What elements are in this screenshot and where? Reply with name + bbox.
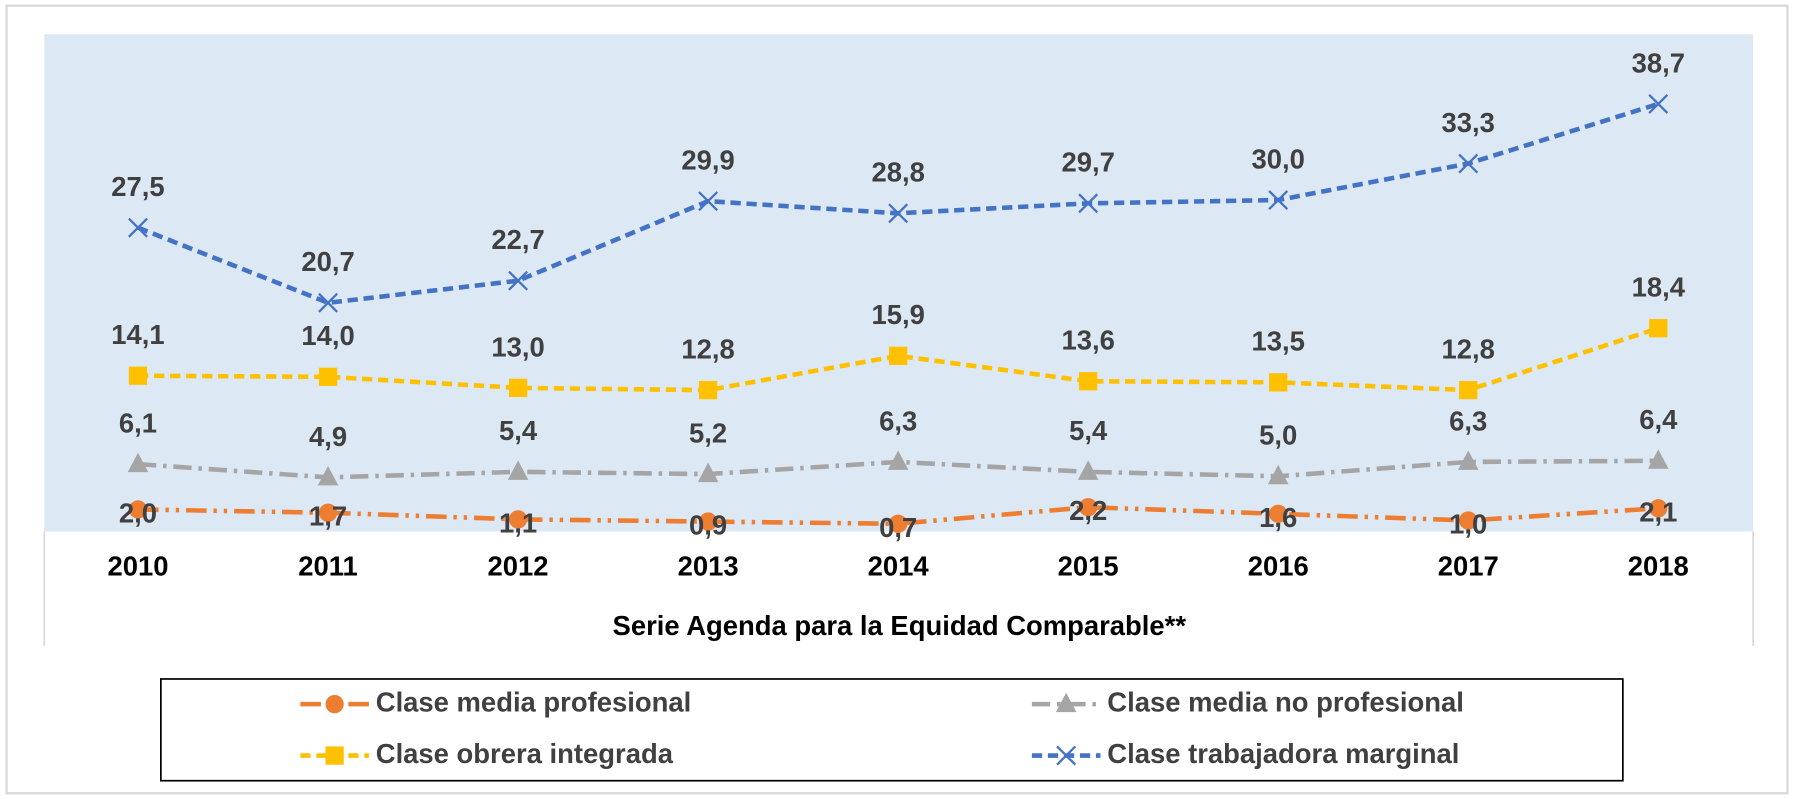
- x-tick-label: 2014: [868, 550, 930, 581]
- marker: [128, 366, 148, 385]
- data-label: 0,9: [689, 510, 727, 541]
- data-label: 13,6: [1061, 325, 1114, 356]
- data-label: 5,4: [1069, 415, 1108, 446]
- data-label: 1,7: [309, 501, 347, 532]
- data-label: 12,8: [681, 333, 734, 364]
- marker: [1459, 511, 1478, 530]
- legend-label: Clase trabajadora marginal: [1107, 738, 1459, 769]
- data-label: 6,1: [119, 408, 157, 439]
- data-label: 1,1: [499, 507, 537, 538]
- data-label: 12,8: [1442, 333, 1495, 364]
- x-tick-label: 2015: [1058, 550, 1119, 581]
- marker: [1267, 464, 1289, 485]
- marker: [508, 510, 528, 529]
- marker: [1078, 193, 1099, 214]
- data-label: 0,7: [879, 512, 917, 543]
- x-tick-label: 2018: [1628, 550, 1689, 581]
- marker: [888, 346, 908, 365]
- marker: [1457, 450, 1479, 470]
- marker: [1647, 449, 1669, 469]
- series-line: [137, 326, 1659, 393]
- legend-label: Clase media no profesional: [1107, 686, 1464, 717]
- marker: [698, 512, 718, 531]
- legend-marker: [1055, 692, 1077, 713]
- x-tick-label: 2012: [488, 550, 549, 581]
- x-tick-label: 2016: [1248, 550, 1309, 581]
- marker: [507, 460, 529, 480]
- data-label: 4,9: [309, 421, 347, 452]
- x-tick-label: 2017: [1438, 550, 1499, 581]
- data-label: 18,4: [1632, 272, 1686, 303]
- x-tick-label: 2011: [298, 550, 358, 581]
- marker: [1077, 460, 1099, 480]
- marker: [318, 292, 338, 313]
- marker: [1269, 373, 1288, 392]
- data-label: 33,3: [1442, 107, 1495, 138]
- marker: [1459, 380, 1478, 400]
- marker: [318, 367, 338, 386]
- marker: [697, 462, 719, 483]
- data-label: 14,1: [111, 319, 164, 350]
- marker: [887, 450, 909, 470]
- data-label: 14,0: [301, 320, 354, 351]
- marker: [1268, 190, 1289, 210]
- marker: [698, 380, 718, 400]
- marker: [1079, 498, 1098, 517]
- legend-label: Clase obrera integrada: [376, 738, 674, 769]
- data-label: 29,7: [1061, 147, 1114, 178]
- data-label: 1,6: [1259, 502, 1297, 533]
- marker: [888, 514, 908, 533]
- x-tick-label: 2010: [107, 550, 168, 581]
- legend-label: Clase media profesional: [376, 686, 691, 717]
- marker: [128, 217, 148, 238]
- data-label: 2,1: [1639, 496, 1677, 527]
- marker: [127, 452, 149, 473]
- marker: [1649, 319, 1668, 338]
- plot-area: [44, 34, 1754, 532]
- data-label: 5,4: [499, 415, 538, 446]
- x-tick-label: 2013: [678, 550, 739, 581]
- marker: [698, 191, 719, 212]
- marker: [508, 270, 529, 291]
- data-label: 29,9: [681, 145, 734, 176]
- data-label: 15,9: [871, 299, 924, 330]
- marker: [508, 378, 528, 398]
- data-label: 5,2: [689, 417, 727, 448]
- data-label: 30,0: [1252, 143, 1305, 174]
- marker: [1269, 504, 1288, 523]
- data-label: 5,0: [1259, 420, 1297, 451]
- data-label: 6,3: [879, 405, 917, 436]
- data-label: 6,4: [1639, 404, 1678, 435]
- marker: [1649, 499, 1668, 518]
- data-label: 6,3: [1449, 405, 1487, 436]
- legend-box: [160, 678, 1624, 782]
- marker: [1079, 372, 1098, 391]
- data-label: 13,0: [491, 331, 544, 362]
- marker: [318, 503, 338, 522]
- data-label: 1,0: [1449, 508, 1487, 539]
- data-label: 27,5: [111, 171, 164, 202]
- data-label: 13,5: [1252, 326, 1305, 357]
- marker: [888, 203, 909, 224]
- data-label: 2,2: [1069, 495, 1107, 526]
- data-label: 22,7: [491, 224, 544, 255]
- data-label: 2,0: [119, 497, 157, 528]
- marker: [128, 500, 148, 519]
- data-label: 38,7: [1632, 47, 1685, 78]
- marker: [317, 465, 339, 486]
- x-axis-title: Serie Agenda para la Equidad Comparable*…: [613, 610, 1187, 641]
- data-label: 20,7: [301, 246, 354, 277]
- legend-marker: [325, 746, 344, 765]
- legend-marker: [1056, 745, 1077, 766]
- legend-marker: [325, 694, 344, 714]
- marker: [1648, 93, 1669, 114]
- data-label: 28,8: [871, 157, 924, 188]
- marker: [1458, 153, 1479, 174]
